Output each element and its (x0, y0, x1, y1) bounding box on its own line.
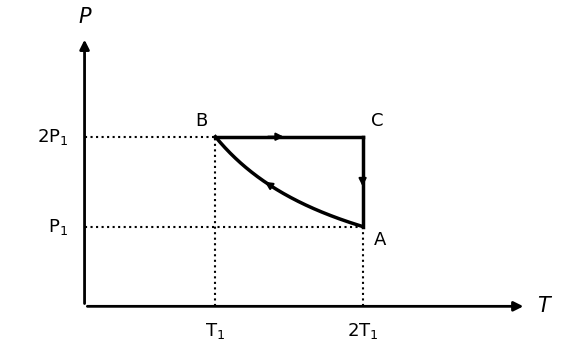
Text: T: T (538, 296, 550, 316)
Text: P$_1$: P$_1$ (49, 216, 68, 237)
Text: 2P$_1$: 2P$_1$ (37, 127, 68, 147)
Text: A: A (374, 232, 387, 250)
Text: 2T$_1$: 2T$_1$ (347, 321, 379, 341)
Text: P: P (78, 7, 91, 27)
Text: T$_1$: T$_1$ (205, 321, 225, 341)
Text: C: C (370, 112, 383, 130)
Text: B: B (195, 112, 208, 130)
